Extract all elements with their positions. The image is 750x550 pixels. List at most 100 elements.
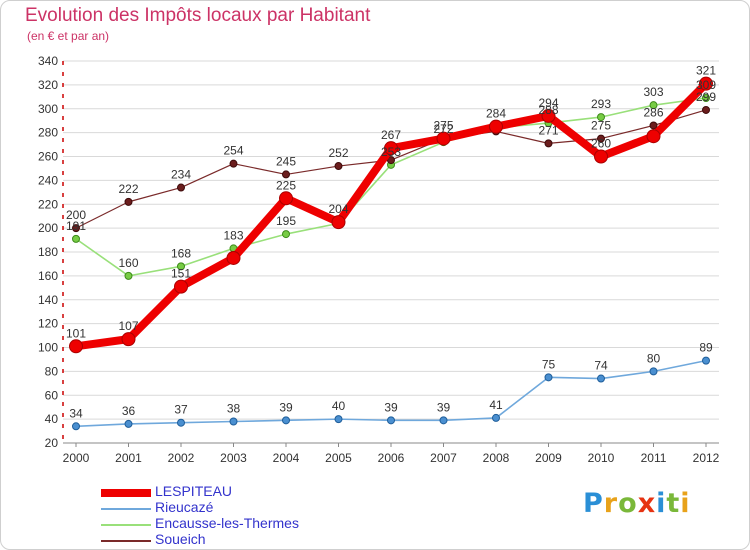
series-0-point <box>331 215 346 230</box>
data-label: 254 <box>223 144 243 158</box>
series-0-point <box>541 108 556 123</box>
logo-letter: x <box>637 488 657 519</box>
data-labels-layer: 101 107 151 225 204 267 275 284 294 260 321 34 36 37 3… <box>66 64 716 421</box>
x-tick-label: 2010 <box>588 451 615 465</box>
series-1-point <box>597 374 605 383</box>
y-tick-label: 20 <box>45 436 59 450</box>
legend-item: Rieucazé <box>101 499 361 516</box>
series-0-point <box>121 332 136 347</box>
legend-label: Encausse-les-Thermes <box>155 515 299 531</box>
x-tick-label: 2009 <box>535 451 562 465</box>
data-label: 288 <box>538 103 558 117</box>
data-label: 260 <box>591 137 611 151</box>
series-2-point <box>282 230 290 239</box>
chart-title: Evolution des Impôts locaux par Habitant <box>25 5 371 26</box>
data-label: 191 <box>66 219 86 233</box>
series-2-point <box>597 113 605 122</box>
data-label: 39 <box>437 400 451 414</box>
data-label: 204 <box>328 202 348 216</box>
series-3-point <box>334 162 343 171</box>
data-label: 151 <box>171 267 191 281</box>
y-tick-label: 60 <box>45 388 59 402</box>
series-3-point <box>124 197 133 206</box>
proxiti-logo: Proxiti <box>583 488 691 519</box>
series-0-point <box>699 76 713 91</box>
series-1-point <box>439 416 448 425</box>
series-1-point <box>282 416 290 425</box>
y-tick-label: 320 <box>38 78 58 92</box>
data-label: 80 <box>647 351 661 365</box>
data-label: 168 <box>171 246 191 260</box>
series-3-point <box>72 224 80 233</box>
data-label: 37 <box>174 403 188 417</box>
data-label: 294 <box>538 96 558 110</box>
data-label: 253 <box>381 145 401 159</box>
y-axis-ticks: 20 40 60 80 100 120 140 160 180 200 220 240 260 280 30… <box>38 54 58 450</box>
data-label: 234 <box>171 168 191 182</box>
data-label: 321 <box>696 64 716 78</box>
series-3-point <box>387 156 395 165</box>
data-label: 36 <box>122 404 136 418</box>
series-1-point <box>124 419 133 428</box>
y-tick-label: 300 <box>38 102 58 116</box>
y-tick-label: 100 <box>38 341 58 355</box>
logo-letter: r <box>603 488 619 519</box>
series-3-point <box>649 121 658 130</box>
logo-letter: t <box>666 488 681 519</box>
y-tick-label: 220 <box>38 197 58 211</box>
y-tick-label: 260 <box>38 150 58 164</box>
series-1-point <box>334 415 343 424</box>
x-tick-label: 2011 <box>641 451 667 465</box>
series-1-point <box>387 416 395 425</box>
series-3-point <box>229 159 238 168</box>
series-1-point <box>229 417 238 426</box>
series-0-point <box>594 149 608 164</box>
series-3-point <box>597 134 605 143</box>
data-label: 293 <box>591 97 611 111</box>
x-tick-label: 2008 <box>483 451 510 465</box>
data-label: 160 <box>118 256 138 270</box>
series-1-point <box>177 418 185 427</box>
grid-lines <box>63 60 719 420</box>
data-label: 38 <box>227 402 241 416</box>
legend-swatch <box>101 489 151 497</box>
data-label: 275 <box>433 119 453 133</box>
y-tick-label: 120 <box>38 317 58 331</box>
data-label: 40 <box>332 399 346 413</box>
data-label: 245 <box>276 154 296 168</box>
data-label: 252 <box>328 146 348 160</box>
data-label: 309 <box>696 78 716 92</box>
series-0-point <box>174 279 188 294</box>
legend-swatch <box>101 540 151 542</box>
data-label: 39 <box>279 400 293 414</box>
series-2-point <box>124 271 133 280</box>
legend-item: LESPITEAU <box>101 483 361 500</box>
data-label: 75 <box>542 357 556 371</box>
chart-subtitle: (en € et par an) <box>27 29 110 43</box>
logo-letter: P <box>583 488 604 519</box>
x-tick-label: 2012 <box>693 451 720 465</box>
data-label: 284 <box>486 107 506 121</box>
data-label: 303 <box>643 85 663 99</box>
data-label: 39 <box>384 400 398 414</box>
series-0-point <box>489 119 503 134</box>
y-tick-label: 280 <box>38 126 58 140</box>
series-1-point <box>544 373 553 382</box>
legend-label: Rieucazé <box>155 499 214 515</box>
legend-item: Soueich <box>101 531 361 548</box>
y-tick-label: 140 <box>38 293 58 307</box>
series-0-point <box>279 191 293 206</box>
data-label: 272 <box>433 122 453 136</box>
data-label: 183 <box>223 228 243 242</box>
x-axis-ticks: 2000 2001 2002 2003 2004 2005 2006 2007 2008 2009… <box>63 443 720 465</box>
series-0-point <box>384 141 398 156</box>
y-tick-label: 200 <box>38 221 58 235</box>
chart-legend: LESPITEAU Rieucazé Encausse-les-Thermes Sou… <box>101 483 361 548</box>
data-label: 225 <box>276 178 296 192</box>
series-3-point <box>544 139 553 148</box>
series-1-point <box>492 413 500 422</box>
data-label: 286 <box>643 105 663 119</box>
data-label: 34 <box>69 406 83 420</box>
